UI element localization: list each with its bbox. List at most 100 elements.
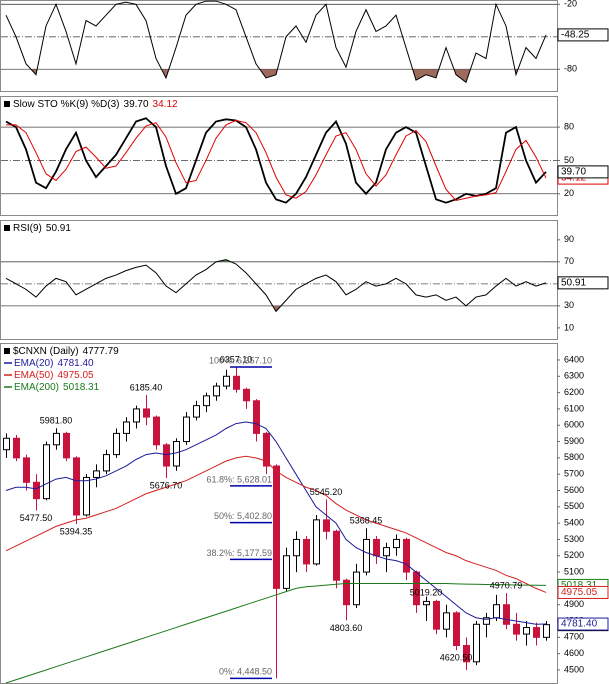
legend-entry: EMA(200) 5018.31	[14, 382, 100, 393]
price-annotation: 5676.70	[150, 480, 183, 490]
legend-name: EMA(20)	[14, 358, 53, 369]
candle-body	[303, 538, 310, 565]
y-tick-label: 5900	[564, 436, 584, 446]
price-annotation: 5477.50	[20, 513, 53, 523]
price-annotation: 6185.40	[130, 382, 163, 392]
panel-title: $CNXN (Daily) 4777.79	[13, 346, 119, 357]
candle-body	[163, 444, 170, 467]
candle-body	[353, 571, 360, 606]
y-tick-label: 4900	[564, 599, 584, 609]
candle-body	[43, 444, 50, 500]
candle-body	[373, 538, 380, 557]
candle-body	[483, 617, 490, 625]
legend-value: 5018.31	[63, 382, 100, 393]
y-tick-label: -80	[564, 64, 577, 74]
fib-label: 100%: 6,357.10	[209, 355, 272, 365]
candle-body	[383, 547, 390, 557]
price-annotation: 4970.79	[490, 581, 523, 591]
price-annotation: 5394.35	[60, 526, 93, 536]
candle-body	[93, 470, 100, 478]
legend-marker	[4, 225, 10, 231]
candle-body	[53, 432, 60, 446]
candle-body	[193, 405, 200, 418]
y-tick-label: 4500	[564, 664, 584, 674]
last-value-label: 4975.05	[561, 587, 598, 598]
candle-body	[103, 454, 110, 472]
title-text: RSI(9)	[13, 223, 42, 234]
price-annotation: 6357.10	[220, 354, 253, 364]
fib-label: 50%: 5,402.80	[214, 511, 272, 521]
candle-body	[73, 457, 80, 516]
last-value-label: 5018.31	[561, 580, 598, 591]
candle-body	[433, 600, 440, 630]
legend-entry: EMA(50) 4975.05	[14, 370, 94, 381]
price-annotation: 5545.20	[310, 487, 343, 497]
threshold-fill	[6, 305, 546, 312]
candle-body	[463, 644, 470, 663]
y-tick-label: 30	[564, 300, 574, 310]
title-value: 39.70	[124, 99, 149, 110]
y-tick-label: 5300	[564, 534, 584, 544]
candle-body	[3, 437, 10, 451]
threshold-fill	[6, 69, 546, 83]
candle-body	[443, 612, 450, 630]
panel-frame	[0, 220, 558, 340]
candle-body	[123, 421, 130, 434]
last-value-label: -48.25	[561, 30, 590, 41]
y-tick-label: 5100	[564, 566, 584, 576]
y-tick-label: 50	[564, 155, 574, 165]
last-value-box	[557, 28, 609, 42]
candle-body	[453, 612, 460, 646]
y-tick-label: 5200	[564, 550, 584, 560]
candle-body	[533, 627, 540, 638]
price-annotation: 5981.80	[40, 416, 73, 426]
candle-body	[493, 604, 500, 619]
fib-label: 61.8%: 5,628.01	[206, 474, 272, 484]
series-line	[6, 119, 547, 201]
series-line	[5, 0, 547, 84]
candle-body	[233, 375, 240, 390]
series-line	[5, 421, 547, 625]
last-value-box	[557, 585, 609, 599]
title-text: Slow STO %K(9) %D(3)	[13, 99, 120, 110]
candle-body	[513, 623, 520, 635]
y-tick-label: 6400	[564, 354, 584, 364]
last-value-label: 50.91	[561, 277, 586, 288]
candle-body	[523, 627, 530, 635]
title-value: 34.12	[153, 99, 178, 110]
candle-body	[243, 388, 250, 402]
candle-body	[283, 555, 290, 589]
legend-name: EMA(50)	[14, 370, 53, 381]
y-tick-label: 20	[564, 188, 574, 198]
candle-body	[313, 519, 320, 565]
candle-body	[363, 538, 370, 573]
panel-title: Slow STO %K(9) %D(3) 39.70 34.12	[13, 99, 178, 110]
candle-body	[23, 457, 30, 483]
y-tick-label: 5700	[564, 469, 584, 479]
price-annotation: 4620.50	[440, 653, 473, 663]
candle-body	[83, 476, 90, 516]
y-tick-label: 70	[564, 256, 574, 266]
y-tick-label: 5500	[564, 501, 584, 511]
last-value-label: 39.70	[561, 167, 586, 178]
candle-body	[253, 400, 260, 434]
y-tick-label: 5800	[564, 452, 584, 462]
price-annotation: 4803.60	[330, 623, 363, 633]
candle-body	[153, 416, 160, 446]
legend-name: EMA(200)	[14, 382, 59, 393]
candle-body	[403, 538, 410, 573]
last-value-box	[557, 617, 609, 631]
candle-body	[263, 432, 270, 467]
title-text: $CNXN (Daily)	[13, 346, 79, 357]
candle-body	[543, 624, 550, 638]
candle-body	[323, 519, 330, 532]
fib-label: 0%: 4,448.50	[219, 667, 272, 677]
y-tick-label: 6200	[564, 387, 584, 397]
candle-body	[293, 538, 300, 557]
panel-frame	[0, 96, 558, 216]
candle-body	[183, 416, 190, 443]
candle-body	[333, 530, 340, 581]
y-tick-label: 5600	[564, 485, 584, 495]
series-line	[5, 582, 547, 684]
candle-body	[173, 441, 180, 467]
